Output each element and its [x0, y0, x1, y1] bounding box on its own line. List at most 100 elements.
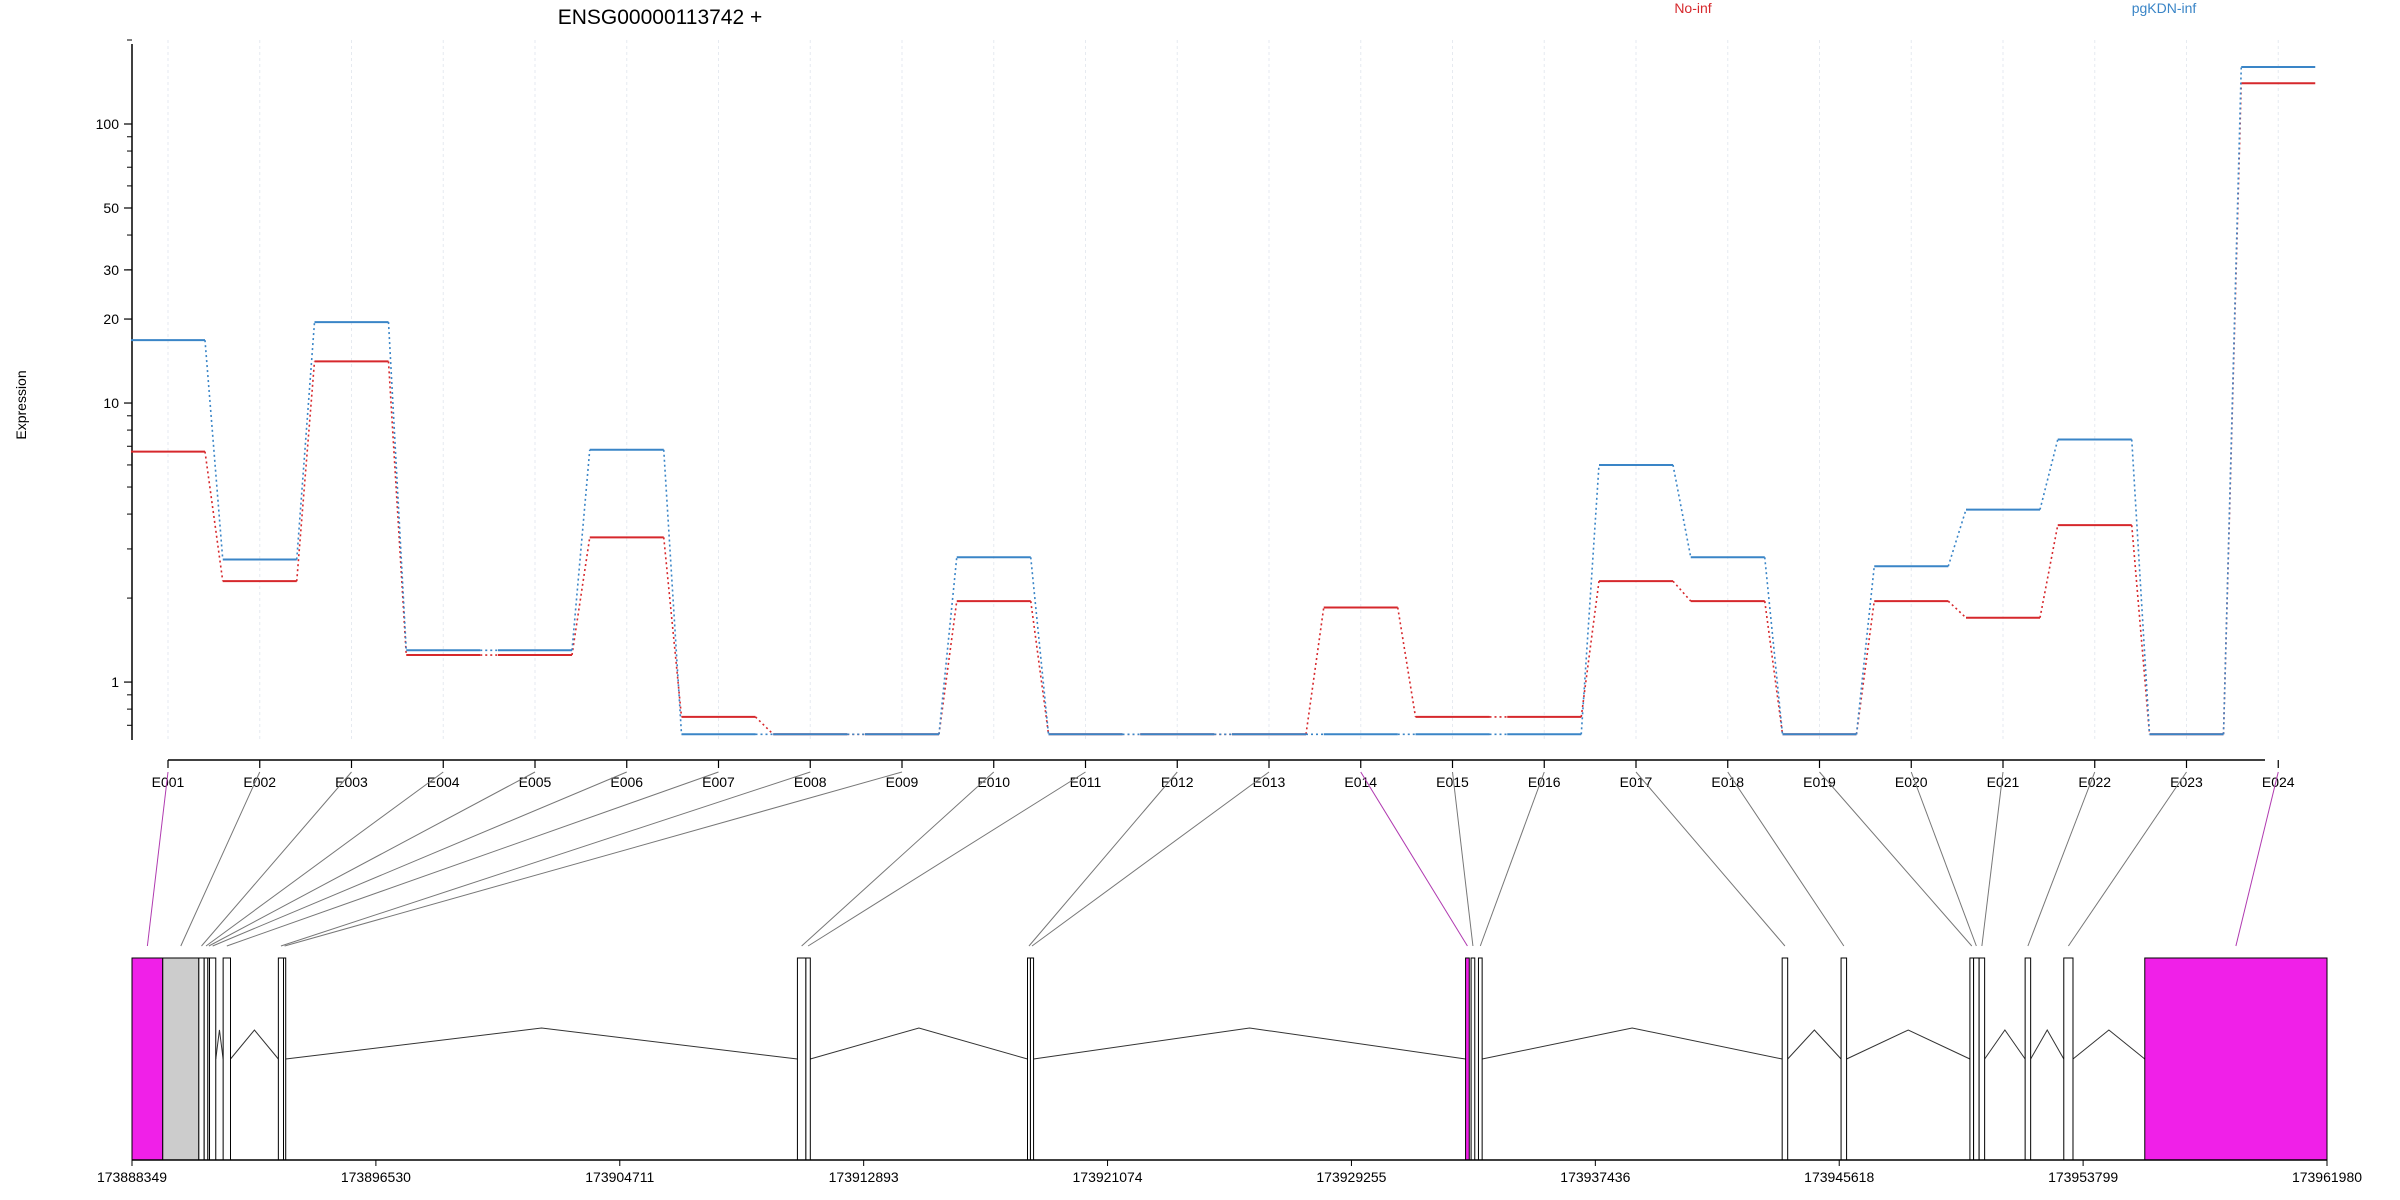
- series-2-connector: [2130, 439, 2151, 735]
- x-tick-label-e009: E009: [886, 774, 919, 790]
- exon-box-e024: [2144, 957, 2328, 1161]
- x-tick-label-e002: E002: [243, 774, 276, 790]
- x-tick-label-e018: E018: [1711, 774, 1744, 790]
- connector-e016: [1479, 771, 1545, 947]
- vertical-grid: [167, 40, 2279, 740]
- gene-model-track: [131, 957, 2328, 1161]
- exon-connectors: [146, 771, 2279, 947]
- intron-e018: [1846, 1029, 1971, 1060]
- genome-tick-label-9: 173961980: [2292, 1169, 2362, 1185]
- intron-e021: [1984, 1029, 2026, 1060]
- genome-tick-label-5: 173929255: [1316, 1169, 1386, 1185]
- series-2-connector: [2222, 67, 2243, 735]
- connector-e024: [2235, 771, 2279, 947]
- y-tick-label-50: 50: [103, 200, 119, 216]
- exon-box-e017: [1781, 957, 1789, 1161]
- y-tick-label-30: 30: [103, 262, 119, 278]
- chart-axes: 1 10 20 30 50 100 E001 E002 E003 E004 E005 E006 E007…: [96, 39, 2295, 790]
- intron-e006: [215, 1029, 224, 1060]
- genomic-coordinate-axis: 173888349 173896530 173904711 173912893 1739…: [97, 1159, 2362, 1185]
- series-1-connector: [662, 537, 683, 718]
- intron-e007: [230, 1029, 279, 1060]
- exon-box-e002: [162, 957, 200, 1161]
- exon-box-e014: [1465, 957, 1470, 1161]
- exon-box-e015: [1470, 957, 1476, 1161]
- series-2-connector: [2039, 439, 2059, 510]
- connector-e010: [801, 771, 995, 947]
- x-tick-label-e024: E024: [2262, 774, 2295, 790]
- intron-e023: [2072, 1029, 2146, 1060]
- intron-e017: [1787, 1029, 1842, 1060]
- exon-box-e019: [1969, 957, 1975, 1161]
- connector-e023: [2067, 771, 2187, 947]
- series-2-connector: [295, 322, 316, 560]
- x-tick-label-e011: E011: [1070, 774, 1102, 790]
- x-tick-label-e014: E014: [1344, 774, 1377, 790]
- series-1-connector: [1947, 600, 1967, 619]
- connector-e014: [1360, 771, 1468, 947]
- exon-box-e003: [198, 957, 205, 1161]
- x-tick-label-e015: E015: [1436, 774, 1469, 790]
- series-2-connector: [1947, 509, 1967, 567]
- x-tick-label-e013: E013: [1253, 774, 1286, 790]
- y-tick-label-20: 20: [103, 311, 119, 327]
- chart-title: ENSG00000113742 +: [558, 6, 763, 29]
- x-tick-label-e012: E012: [1161, 774, 1194, 790]
- connector-e007: [226, 771, 719, 947]
- genome-tick-label-1: 173896530: [341, 1169, 411, 1185]
- series-2-connector: [1855, 566, 1876, 735]
- x-tick-label-e005: E005: [519, 774, 552, 790]
- series-2-connector: [662, 449, 683, 735]
- connector-e002: [180, 771, 261, 947]
- connector-e021: [1981, 771, 2004, 947]
- x-tick-label-e019: E019: [1803, 774, 1836, 790]
- y-tick-label-1: 1: [111, 674, 119, 690]
- connector-e020: [1910, 771, 1977, 947]
- exon-box-e009: [283, 957, 287, 1161]
- connector-e015: [1452, 771, 1474, 947]
- connector-e003: [201, 771, 352, 947]
- series-2-connector: [1672, 464, 1692, 558]
- exon-box-e023: [2063, 957, 2074, 1161]
- series-2-connector: [571, 449, 591, 651]
- series-1-connector: [1580, 581, 1600, 718]
- exon-box-e007: [222, 957, 231, 1161]
- x-tick-label-e016: E016: [1528, 774, 1561, 790]
- exon-box-e004: [203, 957, 209, 1161]
- exon-box-e021: [1978, 957, 1986, 1161]
- connector-e009: [284, 771, 903, 947]
- exon-box-e013: [1029, 957, 1035, 1161]
- intron-e009: [285, 1027, 798, 1060]
- exon-box-e020: [1973, 957, 1980, 1161]
- genome-tick-label-4: 173921074: [1073, 1169, 1143, 1185]
- connector-e013: [1031, 771, 1270, 947]
- x-tick-label-e001: E001: [152, 774, 185, 790]
- series-1-connector: [1855, 601, 1876, 735]
- intron-e013: [1033, 1027, 1466, 1060]
- series-2-connector: [204, 340, 224, 560]
- genome-tick-label-2: 173904711: [585, 1169, 654, 1185]
- connector-e018: [1727, 771, 1845, 947]
- x-tick-label-e008: E008: [794, 774, 827, 790]
- connector-e019: [1819, 771, 1973, 947]
- x-tick-label-e010: E010: [977, 774, 1010, 790]
- x-tick-label-e022: E022: [2078, 774, 2111, 790]
- series-2-connector: [938, 557, 958, 735]
- series-1-connector: [204, 451, 224, 582]
- x-tick-label-e021: E021: [1987, 774, 2020, 790]
- series-1-connector: [387, 361, 408, 656]
- series-1-connector: [295, 361, 316, 582]
- connector-e008: [280, 771, 811, 947]
- intron-e011: [810, 1027, 1028, 1060]
- genome-tick-label-0: 173888349: [97, 1169, 167, 1185]
- exon-box-e016: [1477, 957, 1483, 1161]
- series-1-connector: [938, 601, 958, 735]
- exon-box-e018: [1840, 957, 1848, 1161]
- connector-e017: [1635, 771, 1786, 947]
- series-1-connector: [754, 716, 774, 735]
- exon-box-e001: [131, 957, 164, 1161]
- series-2-connector: [1763, 557, 1784, 735]
- exon-box-e022: [2024, 957, 2032, 1161]
- x-tick-label-e020: E020: [1895, 774, 1928, 790]
